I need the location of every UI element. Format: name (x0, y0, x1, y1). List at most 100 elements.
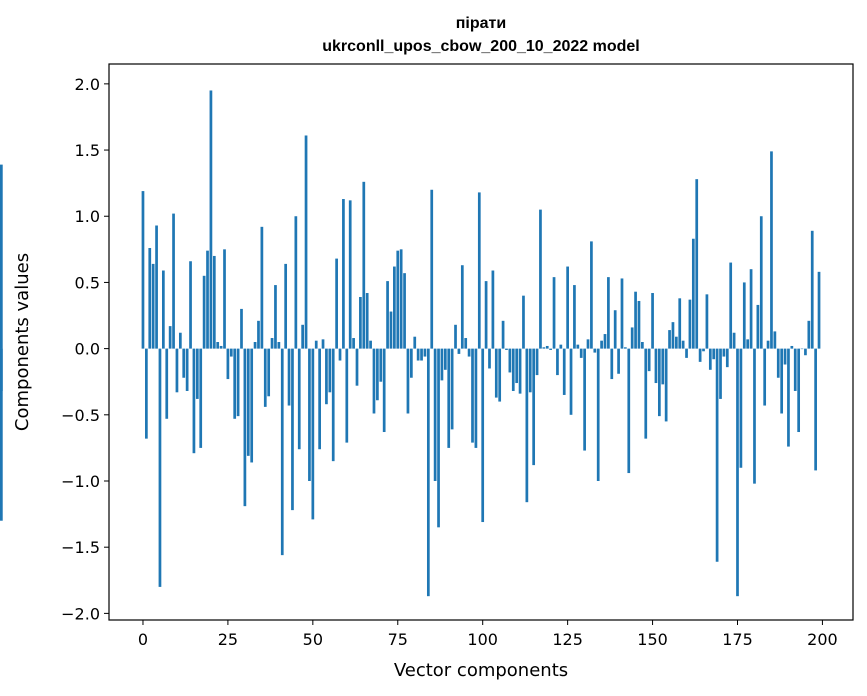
bar (511, 348, 515, 391)
bar (579, 348, 583, 358)
bar (430, 189, 434, 349)
bar (725, 348, 729, 368)
bar (800, 348, 804, 350)
bar (508, 348, 512, 373)
bar (359, 296, 362, 349)
bar (355, 348, 359, 386)
bar (807, 320, 811, 349)
bar (657, 348, 661, 417)
bar (141, 191, 145, 349)
bar (185, 348, 189, 391)
bar (172, 213, 175, 349)
bar (369, 340, 372, 349)
bar (732, 332, 736, 349)
bar (488, 348, 491, 369)
bar (297, 348, 301, 450)
bar (678, 298, 682, 349)
bar (386, 281, 389, 349)
bar (559, 344, 563, 349)
bar (607, 277, 610, 349)
bar (814, 348, 817, 471)
bar (325, 348, 328, 405)
bar (810, 230, 814, 349)
bar (770, 151, 773, 349)
bar (284, 263, 288, 349)
bar (804, 348, 807, 356)
y-axis-ticks: −2.0 −1.5 −1.0 −0.5 0.0 0.5 1.0 1.5 2.0 (61, 75, 109, 623)
bar (294, 216, 298, 349)
bar (522, 295, 525, 349)
bar (0, 348, 3, 391)
y-tick-label: 0.0 (75, 340, 100, 359)
bar (569, 348, 573, 415)
x-tick-label: 150 (637, 630, 668, 649)
bar (243, 348, 247, 507)
bar (535, 348, 539, 376)
bar (576, 344, 580, 349)
bar (647, 348, 651, 372)
bar (212, 255, 216, 349)
bar (260, 226, 264, 349)
bar (311, 348, 315, 520)
chart-subtitle: ukrconll_upos_cbow_200_10_2022 model (322, 38, 639, 55)
bar (674, 336, 678, 349)
bar (766, 340, 770, 349)
bar (229, 348, 233, 357)
bar (739, 348, 743, 468)
bar (352, 338, 355, 349)
bar (189, 261, 192, 349)
bar (440, 348, 444, 381)
bar (233, 348, 237, 419)
bar (226, 348, 230, 380)
bar (491, 270, 495, 349)
bar (515, 348, 519, 384)
bar (651, 293, 654, 349)
bar (573, 285, 576, 349)
bar (797, 348, 801, 433)
bar (593, 348, 597, 353)
bar (695, 179, 699, 349)
y-tick-label: −1.0 (61, 472, 100, 491)
bar (413, 336, 417, 349)
bar (552, 277, 556, 349)
bar (790, 345, 794, 349)
bar (219, 345, 223, 349)
bar (393, 266, 396, 349)
bar (783, 348, 787, 365)
y-tick-label: 2.0 (75, 75, 100, 94)
bar (321, 339, 325, 349)
x-tick-label: 50 (303, 630, 323, 649)
bar (365, 293, 369, 349)
bar (318, 348, 321, 450)
bar (145, 348, 148, 439)
bar (719, 348, 722, 399)
bar (382, 348, 386, 433)
bar (420, 348, 423, 361)
bar (481, 348, 485, 523)
bar (759, 216, 763, 349)
x-axis-label: Vector components (394, 660, 568, 681)
bar (403, 273, 406, 349)
bar (246, 348, 250, 456)
bar (301, 324, 305, 349)
bar (342, 199, 345, 349)
bar (328, 348, 332, 393)
bar (474, 348, 478, 448)
bar (590, 241, 593, 349)
bar (206, 250, 209, 349)
bar (610, 348, 614, 380)
bar (287, 348, 291, 406)
bar (467, 348, 471, 357)
bar (148, 248, 152, 349)
bar (484, 281, 488, 349)
bar (202, 275, 206, 349)
bar (634, 291, 637, 349)
bar (691, 238, 695, 349)
bar (257, 320, 260, 349)
bar (409, 348, 413, 378)
bar (263, 348, 267, 407)
bar (753, 348, 756, 484)
bar (549, 348, 553, 350)
y-tick-label: −2.0 (61, 604, 100, 623)
bar (199, 348, 203, 448)
